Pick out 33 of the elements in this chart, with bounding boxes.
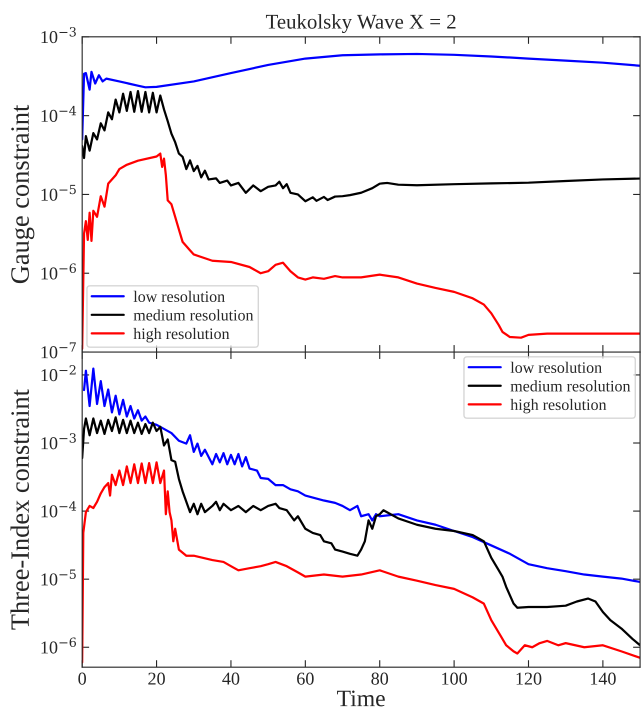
- y-tick-label: 10$^{−5}$: [42, 570, 76, 586]
- y-tick-label: 10$^{−7}$: [42, 342, 76, 358]
- line-series: [82, 461, 640, 664]
- y-tick-label: 10$^{−5}$: [42, 184, 76, 201]
- legend-label: medium resolution: [134, 309, 254, 321]
- y-axis-title: Three-Index constraint: [10, 389, 30, 630]
- x-tick-label: 140: [590, 672, 616, 685]
- legend-label: medium resolution: [510, 380, 630, 392]
- line-series: [82, 52, 640, 140]
- line-series: [82, 416, 640, 646]
- y-tick-label: 10$^{−2}$: [42, 365, 76, 382]
- y-tick-label: 10$^{−3}$: [42, 27, 76, 44]
- x-tick-label: 120: [516, 672, 542, 685]
- y-tick-label: 10$^{−3}$: [42, 433, 76, 450]
- x-tick-label: 40: [222, 672, 240, 685]
- legend-label: low resolution: [134, 290, 225, 302]
- legend-label: high resolution: [133, 328, 230, 342]
- legend-label: low resolution: [510, 362, 602, 373]
- y-axis-title: Gauge constraint: [11, 104, 34, 284]
- line-series: [82, 90, 640, 202]
- line-series: [82, 152, 640, 350]
- x-tick-label: 60: [297, 672, 314, 685]
- x-tick-label: 20: [148, 672, 165, 685]
- y-tick-label: 10$^{−4}$: [42, 106, 76, 122]
- chart-title: Teukolsky Wave X = 2: [266, 14, 456, 34]
- y-tick-label: 10$^{−6}$: [42, 637, 76, 654]
- x-axis-title: Time: [337, 690, 385, 706]
- y-tick-label: 10$^{−4}$: [42, 501, 76, 518]
- x-tick-label: 80: [371, 672, 388, 685]
- x-tick-label: 100: [442, 672, 467, 685]
- legend-label: high resolution: [510, 398, 606, 414]
- x-tick-label: 0: [78, 672, 86, 685]
- y-tick-label: 10$^{−6}$: [42, 263, 76, 280]
